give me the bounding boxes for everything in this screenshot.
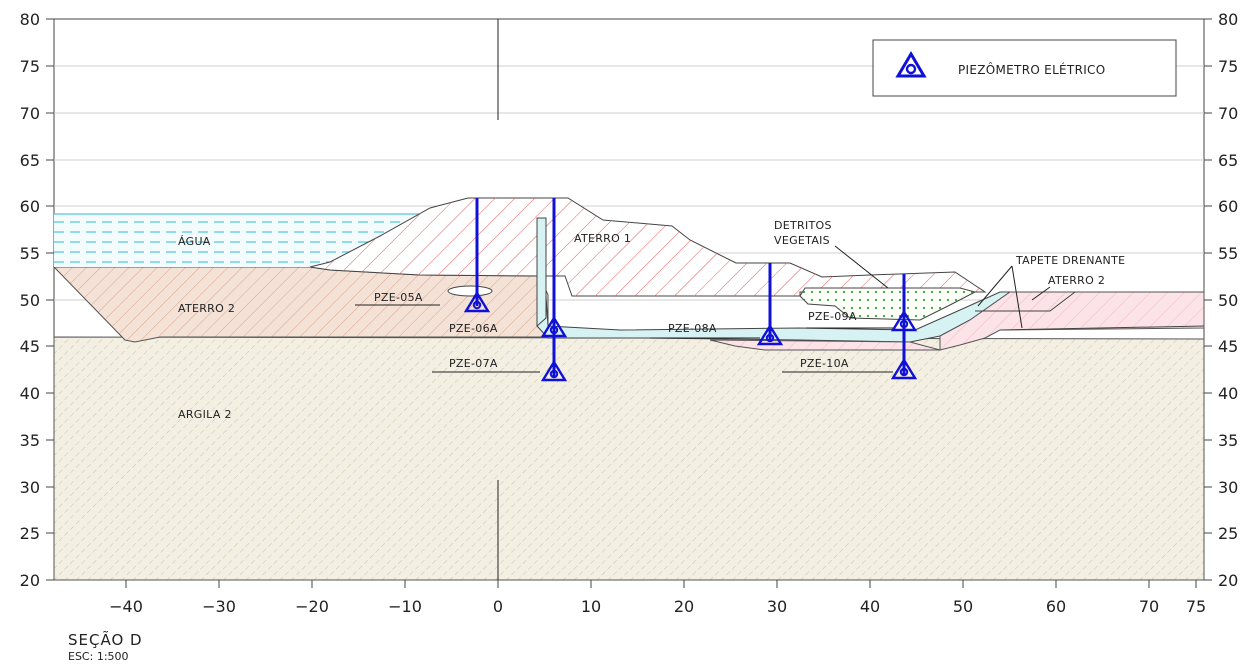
label-agua: ÁGUA [178, 235, 211, 248]
label-pze-10a: PZE-10A [800, 357, 849, 370]
y-tick-left: 35 [20, 431, 40, 450]
y-tick-right: 65 [1218, 151, 1238, 170]
pze-08a-symbol [756, 323, 784, 346]
label-pze-07a: PZE-07A [449, 357, 498, 370]
label-tapete-drenante: TAPETE DRENANTE [1015, 254, 1125, 267]
drain-chimney [536, 217, 547, 327]
x-tick: 30 [767, 597, 787, 616]
x-tick: 50 [953, 597, 973, 616]
label-aterro-2-left: ATERRO 2 [178, 302, 235, 315]
legend: PIEZÔMETRO ELÉTRICO [872, 39, 1177, 97]
y-tick-right: 70 [1218, 104, 1238, 123]
label-detritos-2: VEGETAIS [774, 234, 830, 247]
aterro-2-right-layer [939, 291, 1205, 351]
argila-2-layer [53, 336, 1205, 581]
pze-06a-symbol [540, 315, 568, 338]
y-tick-right: 40 [1218, 384, 1238, 403]
y-tick-right: 55 [1218, 244, 1238, 263]
x-tick: 0 [493, 597, 503, 616]
y-tick-left: 45 [20, 337, 40, 356]
x-tick: 20 [674, 597, 694, 616]
x-tick: 60 [1046, 597, 1066, 616]
y-tick-right: 35 [1218, 431, 1238, 450]
piezometer-legend-icon [895, 51, 927, 78]
pze-07a-symbol [540, 359, 568, 382]
y-tick-left: 50 [20, 291, 40, 310]
water-body [54, 213, 420, 267]
y-tick-right: 75 [1218, 57, 1238, 76]
x-tick-labels: −40 −30 −20 −10 0 10 20 30 40 50 60 70 7… [109, 597, 1206, 616]
y-tick-left: 75 [20, 57, 40, 76]
label-pze-09a: PZE-09A [808, 310, 857, 323]
x-tick: 75 [1186, 597, 1206, 616]
y-tick-left: 80 [20, 10, 40, 29]
label-aterro-1: ATERRO 1 [574, 232, 631, 245]
y-tick-labels-left: 80 75 70 65 60 55 50 45 40 35 30 25 20 [20, 10, 40, 590]
legend-label: PIEZÔMETRO ELÉTRICO [958, 62, 1105, 77]
label-pze-08a: PZE-08A [668, 322, 717, 335]
y-tick-right: 30 [1218, 478, 1238, 497]
y-tick-right: 50 [1218, 291, 1238, 310]
label-pze-06a: PZE-06A [449, 322, 498, 335]
pze-10a-symbol [890, 357, 918, 380]
x-axis [125, 580, 1197, 588]
y-tick-left: 55 [20, 244, 40, 263]
sand-lens [447, 285, 493, 297]
y-tick-right: 80 [1218, 10, 1238, 29]
section-title: SEÇÃO D [68, 630, 143, 649]
label-leaders [355, 245, 1051, 373]
pze-05a-symbol [463, 290, 491, 313]
x-tick: −20 [295, 597, 329, 616]
x-tick: 10 [581, 597, 601, 616]
detritos-vegetais [799, 287, 977, 321]
x-tick: 40 [860, 597, 880, 616]
x-tick: 70 [1139, 597, 1159, 616]
y-tick-left: 65 [20, 151, 40, 170]
x-tick: −40 [109, 597, 143, 616]
y-tick-left: 60 [20, 197, 40, 216]
label-pze-05a: PZE-05A [374, 291, 423, 304]
piezometers [463, 198, 918, 382]
y-tick-labels-right: 80 75 70 65 60 55 50 45 40 35 30 25 20 [1218, 10, 1238, 590]
pink-lower-zone [709, 339, 941, 351]
y-tick-left: 30 [20, 478, 40, 497]
label-detritos-1: DETRITOS [774, 219, 832, 232]
y-tick-left: 20 [20, 571, 40, 590]
x-tick: −30 [202, 597, 236, 616]
pze-09a-symbol [890, 309, 918, 332]
label-argila-2: ARGILA 2 [178, 408, 232, 421]
y-tick-left: 40 [20, 384, 40, 403]
y-axis-left [46, 18, 54, 581]
section-scale: ESC: 1:500 [68, 650, 129, 663]
y-tick-left: 25 [20, 524, 40, 543]
y-tick-left: 70 [20, 104, 40, 123]
y-tick-right: 25 [1218, 524, 1238, 543]
y-tick-right: 20 [1218, 571, 1238, 590]
label-aterro-2-right: ATERRO 2 [1048, 274, 1105, 287]
y-tick-right: 60 [1218, 197, 1238, 216]
y-axis-right [1204, 18, 1212, 581]
x-tick: −10 [388, 597, 422, 616]
y-tick-right: 45 [1218, 337, 1238, 356]
